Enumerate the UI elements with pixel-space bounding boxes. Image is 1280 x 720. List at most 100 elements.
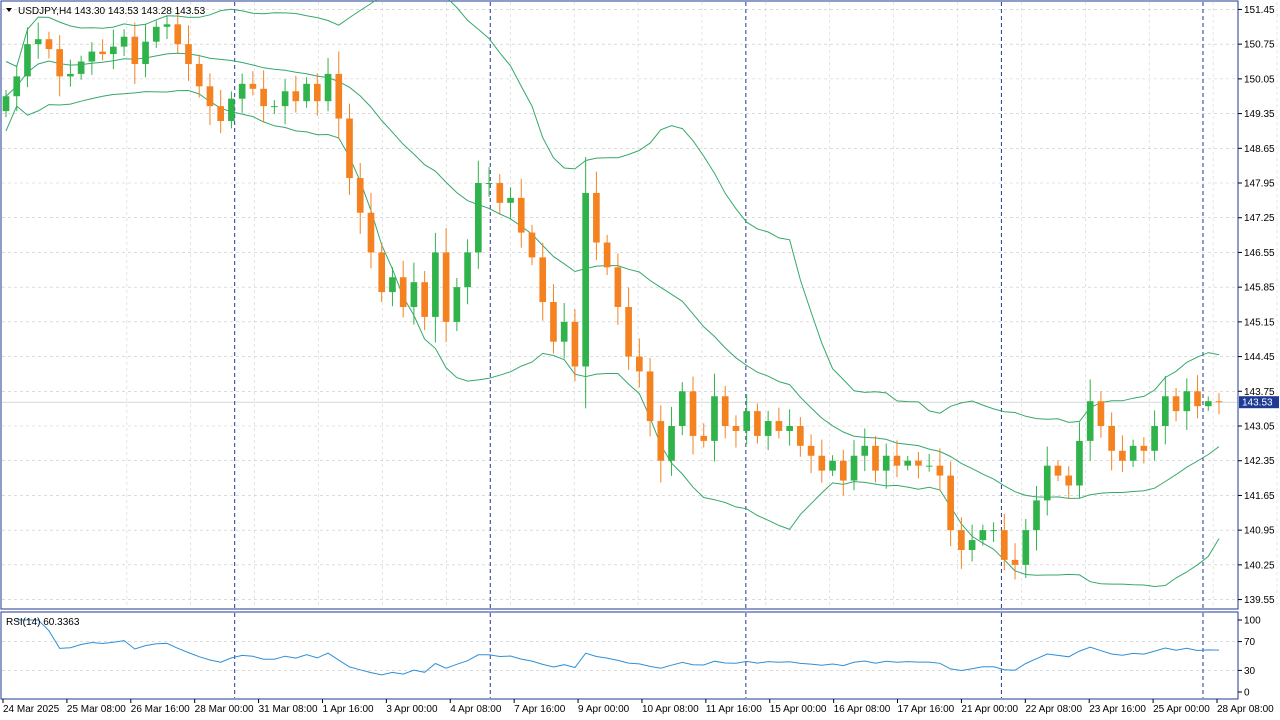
candle-body	[249, 83, 257, 89]
candle	[163, 16, 171, 40]
candle-body	[743, 411, 751, 431]
dropdown-icon[interactable]	[6, 8, 12, 12]
candle	[356, 162, 364, 234]
candle	[625, 287, 632, 370]
time-label: 21 Apr 00:00	[961, 704, 1018, 715]
candle-body	[797, 426, 804, 446]
candle	[829, 455, 836, 477]
candle-body	[346, 118, 353, 179]
rsi-line	[16, 619, 1220, 676]
candle-body	[77, 61, 85, 74]
candle	[313, 73, 321, 116]
candle	[464, 239, 471, 305]
candle-body	[850, 455, 858, 481]
candle-body	[915, 460, 922, 466]
candle-body	[1172, 396, 1180, 412]
candle-body	[550, 302, 557, 342]
candle-body	[517, 197, 525, 233]
candle-body	[979, 530, 987, 541]
candle-body	[1000, 530, 1008, 560]
candle	[24, 27, 31, 88]
candle	[1183, 378, 1191, 430]
rsi-tick-label: 70	[1244, 637, 1256, 648]
current-price-label: 143.53	[1242, 398, 1273, 409]
candle	[636, 338, 643, 388]
candle	[56, 35, 64, 97]
candle	[968, 524, 976, 562]
candle-body	[764, 421, 772, 436]
candle	[517, 178, 525, 248]
candle	[1172, 388, 1180, 422]
candle-body	[335, 73, 343, 119]
candle	[882, 443, 890, 489]
candle-body	[174, 24, 182, 45]
candle-body	[646, 371, 654, 422]
candle-body	[421, 282, 428, 317]
candle-body	[238, 83, 246, 99]
candle-body	[1011, 559, 1019, 565]
time-label: 9 Apr 00:00	[578, 704, 630, 715]
candles	[2, 9, 1223, 580]
candle	[474, 160, 482, 269]
price-tick-label: 141.65	[1244, 491, 1275, 502]
time-label: 7 Apr 16:00	[514, 704, 566, 715]
price-tick-label: 143.05	[1244, 422, 1275, 433]
candle	[324, 57, 332, 112]
candle-body	[185, 44, 192, 64]
candle-body	[474, 183, 482, 253]
candle-body	[1097, 401, 1105, 427]
time-label: 24 Mar 2025	[3, 704, 60, 715]
price-tick-label: 139.55	[1244, 595, 1275, 606]
candle	[646, 358, 654, 437]
candle	[238, 73, 246, 113]
candle-body	[389, 277, 396, 293]
candle-body	[571, 321, 579, 367]
candle-body	[818, 455, 826, 471]
candle-body	[1086, 401, 1094, 441]
rsi-pane-frame[interactable]	[0, 611, 1239, 700]
candle	[743, 394, 751, 444]
candle	[603, 234, 611, 275]
price-tick-label: 151.45	[1244, 5, 1275, 16]
candle-body	[2, 96, 10, 112]
time-label: 3 Apr 00:00	[386, 704, 438, 715]
candle	[88, 42, 96, 75]
candle-body	[152, 26, 160, 42]
candle-body	[67, 73, 74, 77]
candle	[67, 59, 74, 87]
candle	[560, 303, 568, 359]
price-tick-label: 150.75	[1244, 40, 1275, 51]
candle	[1204, 396, 1212, 411]
candle-body	[1194, 391, 1201, 407]
candle	[850, 440, 858, 491]
candle-body	[1183, 391, 1191, 412]
candle-body	[1022, 530, 1030, 565]
candle	[947, 461, 954, 547]
price-tick-label: 150.05	[1244, 74, 1275, 85]
candle	[893, 440, 901, 478]
candle	[1215, 393, 1223, 415]
candle	[958, 517, 965, 569]
time-label: 25 Apr 00:00	[1153, 704, 1210, 715]
candle	[77, 55, 85, 80]
candle	[410, 262, 418, 325]
candle-body	[904, 460, 912, 466]
candle-body	[786, 426, 793, 431]
candle	[292, 75, 300, 113]
candle-body	[56, 49, 64, 77]
candle-body	[324, 73, 332, 102]
time-label: 28 Mar 00:00	[195, 704, 254, 715]
candle	[818, 439, 826, 483]
price-tick-label: 140.25	[1244, 560, 1275, 571]
candle	[228, 91, 235, 129]
price-tick-label: 145.85	[1244, 283, 1275, 294]
rsi-indicator	[16, 619, 1220, 676]
candle	[775, 407, 783, 439]
candle-body	[925, 465, 933, 467]
candle	[185, 25, 192, 81]
candle	[174, 9, 182, 54]
time-label: 15 Apr 00:00	[770, 704, 827, 715]
candle-body	[496, 183, 504, 203]
candle-body	[775, 421, 783, 431]
